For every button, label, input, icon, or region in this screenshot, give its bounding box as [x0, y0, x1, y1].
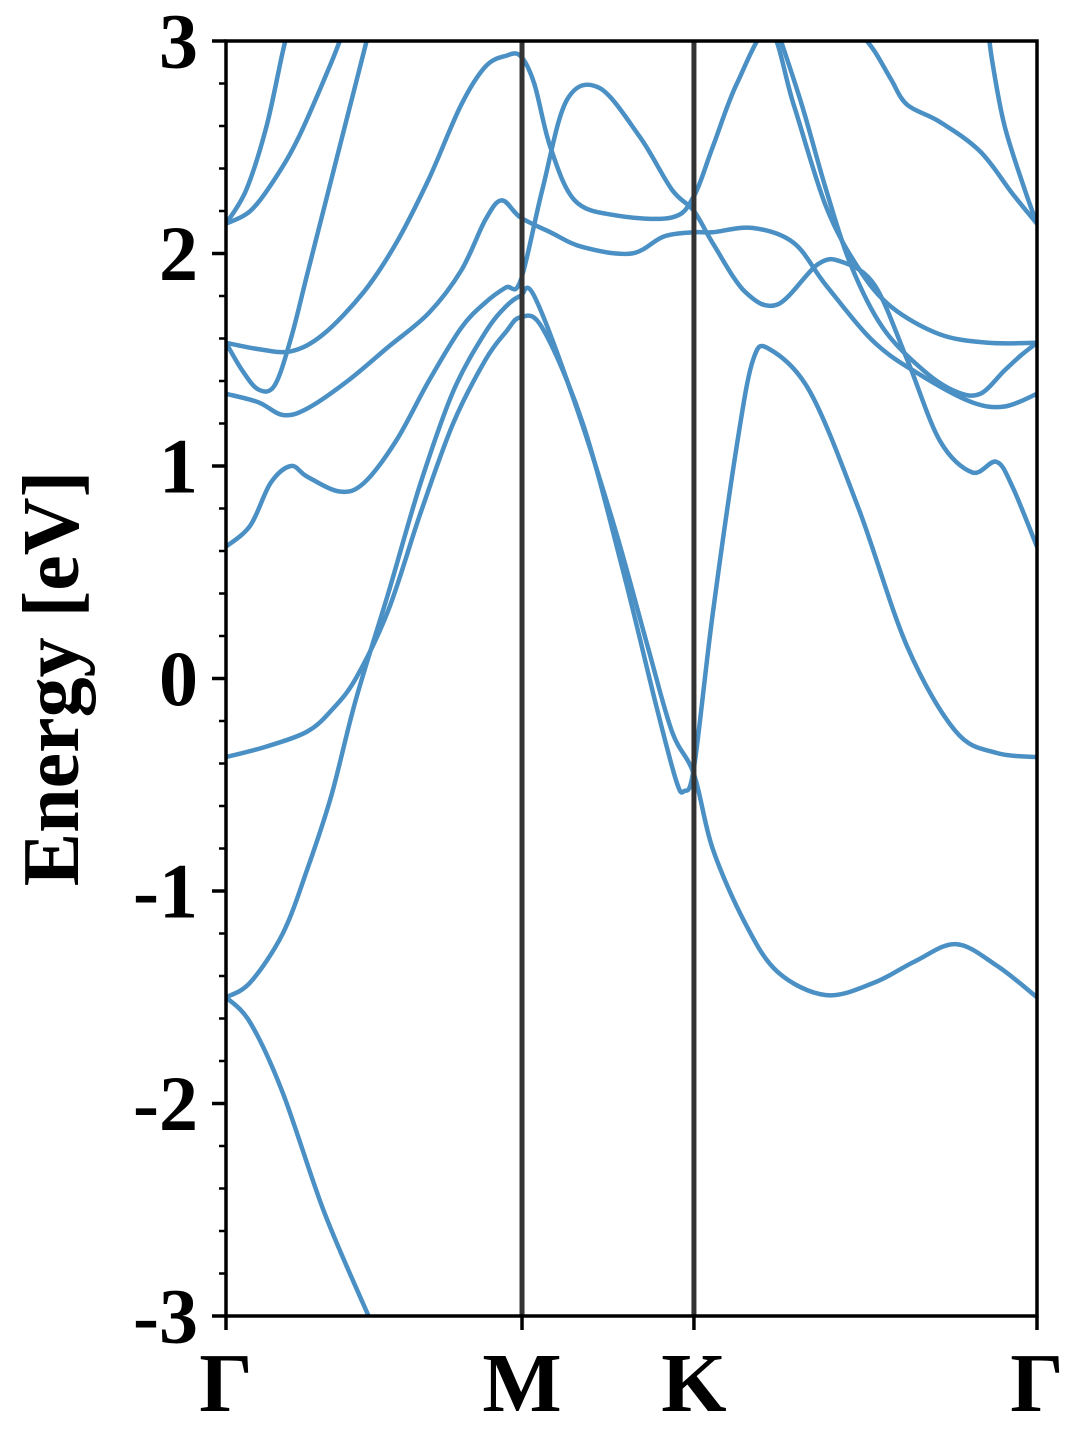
x-tick-label: M — [482, 1337, 561, 1430]
y-tick-label: 2 — [159, 210, 198, 297]
band-line-12 — [778, 41, 1037, 398]
band-line-11 — [987, 41, 1037, 226]
band-line-1 — [226, 995, 372, 1316]
y-axis-label: Energy [eV] — [8, 471, 96, 886]
band-line-5 — [226, 198, 1037, 418]
x-tick-label: Γ — [199, 1337, 252, 1430]
band-line-10 — [864, 41, 1037, 226]
axis-ticks-group — [212, 39, 1039, 1330]
x-tick-label: K — [661, 1337, 726, 1430]
y-tick-label: 1 — [159, 423, 198, 510]
band-line-9 — [226, 41, 369, 394]
y-tick-label: -2 — [133, 1060, 198, 1147]
band-line-6 — [226, 41, 1037, 355]
y-tick-label: -1 — [133, 848, 198, 935]
band-line-4 — [226, 82, 1037, 549]
band-line-2 — [226, 285, 1037, 1000]
y-tick-label: 3 — [159, 0, 198, 85]
band-line-3 — [226, 313, 1037, 795]
y-tick-label: 0 — [159, 635, 198, 722]
y-tick-label: -3 — [133, 1273, 198, 1360]
band-lines-group — [226, 41, 1037, 1316]
high-symmetry-lines-group — [519, 41, 697, 1316]
band-line-8 — [226, 41, 288, 226]
x-tick-label: Γ — [1010, 1337, 1063, 1430]
band-line-7 — [226, 41, 343, 226]
plot-frame — [224, 39, 1039, 1318]
